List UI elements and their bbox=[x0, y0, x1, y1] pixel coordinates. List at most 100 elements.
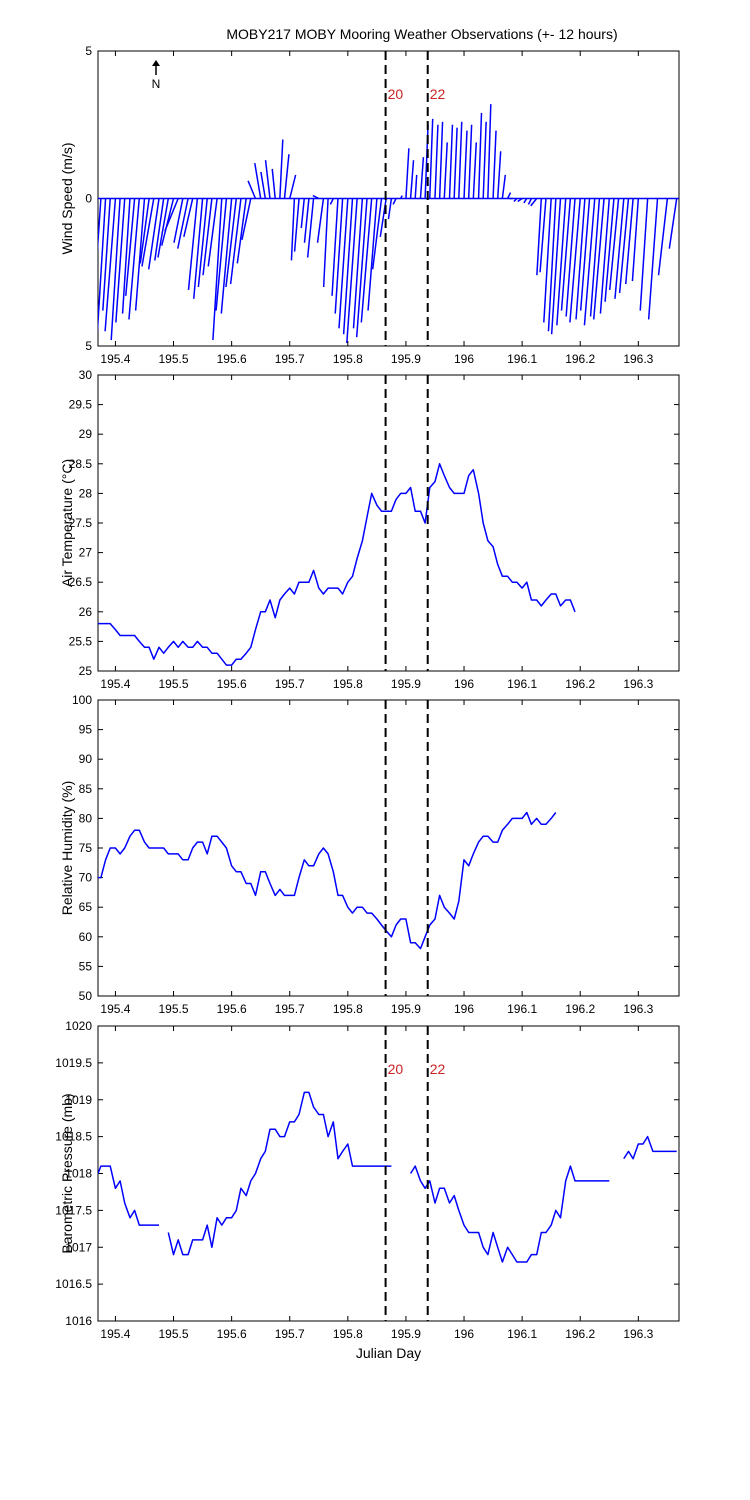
wind-vector bbox=[329, 198, 334, 205]
wind-vector bbox=[279, 139, 284, 199]
wind-vector bbox=[157, 198, 170, 258]
wind-vector bbox=[604, 198, 615, 302]
series-line bbox=[409, 1165, 610, 1263]
wind-vector bbox=[405, 148, 410, 199]
wind-vector bbox=[523, 198, 528, 204]
wind-vector bbox=[316, 198, 325, 243]
wind-vector bbox=[527, 198, 533, 205]
wind-vector bbox=[472, 142, 478, 199]
wind-vector bbox=[506, 192, 512, 199]
y-axis-label: Relative Humidity (%) bbox=[59, 781, 75, 916]
wind-vector bbox=[128, 198, 140, 320]
wind-vector bbox=[414, 174, 418, 199]
wind-vector bbox=[176, 198, 189, 249]
y-tick-label: 95 bbox=[79, 723, 93, 737]
series-line bbox=[98, 463, 576, 666]
wind-vector bbox=[367, 198, 378, 311]
y-tick-label: 26 bbox=[79, 605, 93, 619]
wind-vector bbox=[579, 198, 591, 311]
wind-vector bbox=[592, 198, 605, 320]
y-tick-label: 5 bbox=[85, 44, 92, 58]
wind-vector bbox=[458, 121, 463, 199]
x-tick-label: 196.3 bbox=[623, 1327, 653, 1341]
x-tick-label: 196.3 bbox=[623, 1002, 653, 1016]
x-tick-label: 196.2 bbox=[565, 677, 595, 691]
wind-vector bbox=[183, 198, 194, 238]
wind-vector bbox=[453, 127, 458, 199]
y-tick-label: 29 bbox=[79, 427, 93, 441]
x-tick-label: 196.3 bbox=[623, 352, 653, 366]
wind-vector bbox=[247, 180, 257, 199]
y-tick-label: 1016 bbox=[65, 1314, 92, 1328]
wind-vector bbox=[161, 198, 175, 246]
wind-vector bbox=[104, 198, 117, 332]
series-line bbox=[623, 1135, 677, 1160]
wind-vector bbox=[254, 162, 262, 199]
y-tick-label: 1016.5 bbox=[55, 1277, 92, 1291]
figure-title: MOBY217 MOBY Mooring Weather Observation… bbox=[226, 26, 617, 42]
wind-vector bbox=[139, 198, 150, 264]
wind-vector bbox=[212, 198, 223, 341]
wind-vector bbox=[583, 198, 596, 326]
x-axis-label: Julian Day bbox=[356, 1345, 421, 1361]
x-tick-label: 195.9 bbox=[391, 1327, 421, 1341]
time-marker-label: 22 bbox=[430, 1061, 446, 1077]
wind-vector bbox=[467, 124, 473, 199]
y-tick-label: 26.5 bbox=[69, 575, 93, 589]
y-tick-label: 85 bbox=[79, 782, 93, 796]
wind-vector bbox=[346, 198, 358, 344]
wind-vector bbox=[618, 198, 630, 293]
wind-vector bbox=[556, 198, 567, 326]
wind-vector bbox=[110, 198, 121, 341]
wind-vector bbox=[492, 130, 497, 199]
wind-vector bbox=[448, 124, 454, 199]
y-tick-label: 60 bbox=[79, 930, 93, 944]
wind-vector bbox=[306, 198, 315, 258]
wind-vector bbox=[290, 198, 296, 261]
x-tick-label: 196.1 bbox=[507, 352, 537, 366]
x-tick-label: 195.7 bbox=[275, 1002, 305, 1016]
x-tick-label: 196.1 bbox=[507, 677, 537, 691]
x-tick-label: 196 bbox=[454, 677, 474, 691]
wind-vector bbox=[303, 198, 310, 243]
time-marker-label: 20 bbox=[388, 86, 404, 102]
wind-vector bbox=[547, 198, 557, 332]
wind-vector bbox=[300, 198, 306, 229]
y-tick-label: 27 bbox=[79, 546, 93, 560]
y-axis-label: Air Temperature (°C) bbox=[59, 459, 75, 587]
wind-vector bbox=[371, 198, 383, 270]
north-arrow-head bbox=[152, 60, 160, 66]
wind-vector bbox=[501, 174, 507, 199]
y-tick-label: 5 bbox=[85, 339, 92, 353]
wind-vector bbox=[338, 198, 349, 329]
wind-vector bbox=[496, 151, 502, 199]
x-tick-label: 195.8 bbox=[333, 352, 363, 366]
time-marker-label: 22 bbox=[430, 86, 446, 102]
wind-vector bbox=[207, 198, 218, 267]
wind-vector bbox=[342, 198, 354, 335]
wind-vector bbox=[631, 198, 640, 282]
wind-vector bbox=[517, 197, 523, 203]
wind-vector bbox=[215, 198, 228, 311]
wind-vector bbox=[225, 198, 238, 288]
wind-vector bbox=[202, 198, 213, 276]
panel-3: 50 55 60 65 70 75 80 85 90 95 100 195.4 195.5 195.6 19… bbox=[59, 693, 680, 1016]
series-line bbox=[98, 811, 557, 950]
wind-vector bbox=[134, 198, 146, 311]
series-line bbox=[167, 1091, 392, 1256]
wind-vector bbox=[334, 198, 344, 314]
wind-vector bbox=[624, 198, 634, 285]
y-tick-label: 1017 bbox=[65, 1240, 92, 1254]
wind-vector bbox=[560, 198, 572, 311]
wind-vector bbox=[147, 198, 160, 270]
x-tick-label: 195.8 bbox=[333, 1002, 363, 1016]
x-tick-label: 196.1 bbox=[507, 1002, 537, 1016]
series-line bbox=[98, 1165, 159, 1226]
wind-vector bbox=[283, 154, 290, 199]
wind-vector bbox=[241, 198, 252, 240]
wind-vector bbox=[409, 160, 415, 199]
y-tick-label: 25 bbox=[79, 664, 93, 678]
x-tick-label: 195.5 bbox=[159, 1002, 189, 1016]
north-arrow-icon: N bbox=[152, 60, 160, 91]
wind-vector bbox=[352, 198, 364, 329]
